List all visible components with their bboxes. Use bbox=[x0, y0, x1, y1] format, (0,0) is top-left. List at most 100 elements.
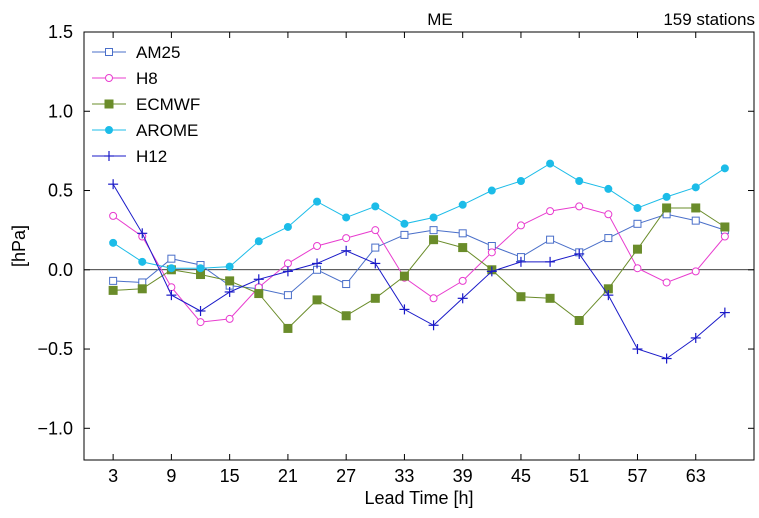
data-point bbox=[633, 219, 642, 228]
data-point bbox=[109, 238, 118, 247]
data-point bbox=[313, 242, 322, 250]
data-point bbox=[691, 203, 701, 213]
series-arome bbox=[109, 159, 729, 273]
data-point bbox=[195, 305, 206, 316]
data-point bbox=[137, 284, 147, 294]
data-point bbox=[341, 245, 352, 256]
data-point bbox=[720, 232, 729, 241]
data-point bbox=[342, 213, 351, 222]
data-point bbox=[342, 280, 351, 289]
data-point bbox=[109, 211, 118, 220]
data-point bbox=[108, 285, 118, 295]
legend-label: AROME bbox=[136, 121, 198, 140]
data-point bbox=[487, 186, 496, 195]
data-point bbox=[283, 259, 292, 268]
x-tick-label: 9 bbox=[166, 466, 176, 486]
data-point bbox=[166, 290, 177, 301]
legend-marker bbox=[105, 126, 113, 134]
data-point bbox=[661, 353, 672, 364]
data-point bbox=[575, 177, 584, 186]
data-point bbox=[546, 235, 555, 244]
series-line bbox=[113, 213, 726, 296]
data-point bbox=[604, 234, 613, 243]
data-point bbox=[429, 213, 438, 222]
data-point bbox=[575, 202, 584, 211]
data-point bbox=[457, 293, 468, 304]
x-tick-label: 3 bbox=[108, 466, 118, 486]
legend-entry-h8: H8 bbox=[92, 69, 158, 88]
legend-marker bbox=[104, 99, 114, 109]
data-point bbox=[109, 276, 118, 285]
x-tick-label: 51 bbox=[569, 466, 589, 486]
y-tick-label: −0.5 bbox=[37, 339, 73, 359]
chart-subtitle: 159 stations bbox=[663, 10, 755, 29]
data-point bbox=[400, 230, 409, 239]
data-point bbox=[632, 244, 642, 254]
data-point bbox=[429, 294, 438, 303]
y-tick-label: 1.0 bbox=[48, 101, 73, 121]
legend-label: H8 bbox=[136, 69, 158, 88]
data-point bbox=[632, 344, 643, 355]
data-point bbox=[516, 292, 526, 302]
data-point bbox=[371, 243, 380, 252]
legend-label: H12 bbox=[136, 147, 167, 166]
series-line bbox=[113, 207, 726, 330]
data-point bbox=[603, 290, 614, 301]
series-ecmwf bbox=[108, 203, 730, 333]
x-tick-label: 15 bbox=[220, 466, 240, 486]
data-point bbox=[167, 264, 176, 273]
data-point bbox=[545, 256, 556, 267]
data-point bbox=[720, 222, 730, 232]
chart-title: ME bbox=[427, 10, 453, 29]
series-h8 bbox=[109, 202, 729, 327]
y-tick-label: −1.0 bbox=[37, 418, 73, 438]
y-tick-label: 1.5 bbox=[48, 22, 73, 42]
data-point bbox=[341, 311, 351, 321]
data-point bbox=[458, 276, 467, 285]
data-point bbox=[342, 234, 351, 243]
data-point bbox=[487, 248, 496, 257]
data-point bbox=[138, 257, 147, 266]
data-point bbox=[167, 254, 176, 263]
series-h12 bbox=[108, 179, 730, 364]
data-point bbox=[429, 235, 439, 245]
data-point bbox=[225, 276, 235, 286]
legend-entry-am25: AM25 bbox=[92, 43, 180, 62]
x-tick-label: 21 bbox=[278, 466, 298, 486]
data-point bbox=[546, 207, 555, 216]
data-point bbox=[691, 183, 700, 192]
plot-frame bbox=[83, 31, 755, 461]
data-point bbox=[399, 271, 409, 281]
y-tick-label: 0.0 bbox=[48, 260, 73, 280]
series-line bbox=[112, 163, 726, 269]
data-point bbox=[691, 267, 700, 276]
data-point bbox=[662, 192, 671, 201]
data-point bbox=[313, 197, 322, 206]
data-point bbox=[690, 332, 701, 343]
x-tick-label: 39 bbox=[453, 466, 473, 486]
data-point bbox=[370, 258, 381, 269]
data-point bbox=[283, 222, 292, 231]
data-point bbox=[400, 219, 409, 228]
data-point bbox=[633, 264, 642, 273]
data-point bbox=[574, 316, 584, 326]
data-point bbox=[137, 228, 148, 239]
data-point bbox=[370, 293, 380, 303]
data-point bbox=[108, 179, 119, 190]
data-point bbox=[720, 164, 729, 173]
data-point bbox=[604, 210, 613, 219]
data-point bbox=[428, 320, 439, 331]
series-am25 bbox=[109, 210, 729, 300]
data-point bbox=[225, 262, 234, 271]
data-point bbox=[486, 266, 497, 277]
data-point bbox=[399, 304, 410, 315]
data-point bbox=[312, 258, 323, 269]
legend-entry-h12: H12 bbox=[92, 147, 167, 166]
data-point bbox=[458, 229, 467, 238]
x-tick-label: 57 bbox=[627, 466, 647, 486]
legend-label: ECMWF bbox=[136, 95, 200, 114]
series-line bbox=[112, 205, 726, 323]
data-point bbox=[254, 289, 264, 299]
data-point bbox=[604, 184, 613, 193]
